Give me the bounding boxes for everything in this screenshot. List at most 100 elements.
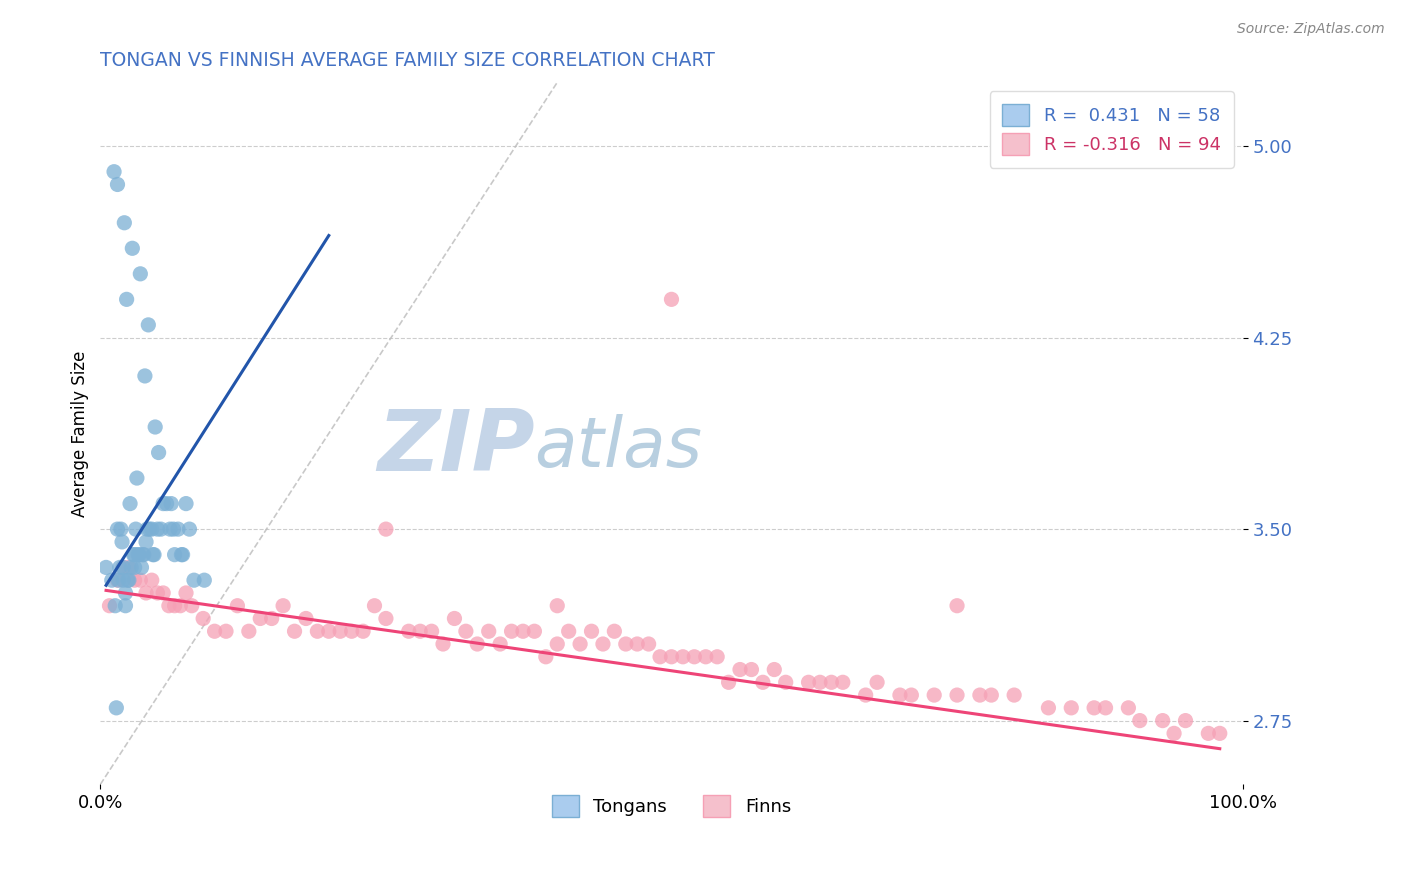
- Point: [1152, 714, 1174, 728]
- Point: [238, 624, 260, 639]
- Text: Source: ZipAtlas.com: Source: ZipAtlas.com: [1237, 22, 1385, 37]
- Point: [249, 611, 271, 625]
- Point: [409, 624, 432, 639]
- Point: [162, 522, 184, 536]
- Point: [146, 586, 169, 600]
- Point: [672, 649, 695, 664]
- Point: [763, 663, 786, 677]
- Point: [94, 560, 117, 574]
- Point: [112, 560, 135, 574]
- Point: [1038, 701, 1060, 715]
- Point: [374, 522, 396, 536]
- Point: [728, 663, 751, 677]
- Point: [969, 688, 991, 702]
- Point: [1002, 688, 1025, 702]
- Point: [111, 535, 134, 549]
- Point: [191, 611, 214, 625]
- Point: [143, 548, 166, 562]
- Point: [1118, 701, 1140, 715]
- Point: [855, 688, 877, 702]
- Point: [149, 522, 172, 536]
- Point: [614, 637, 637, 651]
- Point: [142, 548, 165, 562]
- Y-axis label: Average Family Size: Average Family Size: [72, 351, 89, 516]
- Point: [152, 497, 174, 511]
- Point: [110, 522, 132, 536]
- Point: [432, 637, 454, 651]
- Point: [167, 522, 190, 536]
- Point: [170, 548, 193, 562]
- Point: [866, 675, 889, 690]
- Point: [112, 560, 135, 574]
- Point: [740, 663, 762, 677]
- Point: [131, 560, 153, 574]
- Point: [193, 573, 215, 587]
- Point: [775, 675, 797, 690]
- Point: [104, 599, 127, 613]
- Point: [114, 586, 136, 600]
- Point: [661, 649, 683, 664]
- Point: [108, 560, 131, 574]
- Point: [141, 522, 163, 536]
- Point: [820, 675, 842, 690]
- Point: [180, 599, 202, 613]
- Point: [143, 420, 166, 434]
- Point: [122, 548, 145, 562]
- Point: [534, 649, 557, 664]
- Point: [128, 548, 150, 562]
- Point: [174, 497, 197, 511]
- Point: [107, 573, 129, 587]
- Point: [363, 599, 385, 613]
- Point: [1129, 714, 1152, 728]
- Point: [174, 586, 197, 600]
- Point: [283, 624, 305, 639]
- Point: [160, 497, 183, 511]
- Point: [135, 586, 157, 600]
- Point: [443, 611, 465, 625]
- Point: [125, 522, 148, 536]
- Point: [129, 573, 152, 587]
- Point: [489, 637, 512, 651]
- Point: [603, 624, 626, 639]
- Point: [226, 599, 249, 613]
- Point: [132, 548, 155, 562]
- Point: [124, 560, 146, 574]
- Point: [695, 649, 717, 664]
- Point: [465, 637, 488, 651]
- Text: ZIP: ZIP: [377, 406, 534, 489]
- Point: [138, 522, 160, 536]
- Point: [546, 599, 568, 613]
- Point: [105, 701, 128, 715]
- Point: [107, 522, 129, 536]
- Point: [420, 624, 443, 639]
- Point: [260, 611, 283, 625]
- Point: [1060, 701, 1083, 715]
- Point: [183, 573, 205, 587]
- Point: [340, 624, 363, 639]
- Point: [107, 573, 129, 587]
- Point: [523, 624, 546, 639]
- Point: [114, 599, 136, 613]
- Point: [124, 548, 146, 562]
- Point: [98, 599, 121, 613]
- Point: [204, 624, 226, 639]
- Point: [121, 241, 143, 255]
- Point: [157, 599, 180, 613]
- Point: [661, 293, 683, 307]
- Point: [889, 688, 911, 702]
- Point: [117, 573, 139, 587]
- Point: [100, 573, 122, 587]
- Point: [118, 497, 141, 511]
- Point: [295, 611, 318, 625]
- Point: [374, 611, 396, 625]
- Point: [501, 624, 523, 639]
- Point: [135, 535, 157, 549]
- Point: [581, 624, 603, 639]
- Point: [900, 688, 922, 702]
- Point: [546, 637, 568, 651]
- Point: [125, 471, 148, 485]
- Point: [169, 599, 191, 613]
- Point: [808, 675, 831, 690]
- Point: [163, 548, 186, 562]
- Point: [706, 649, 728, 664]
